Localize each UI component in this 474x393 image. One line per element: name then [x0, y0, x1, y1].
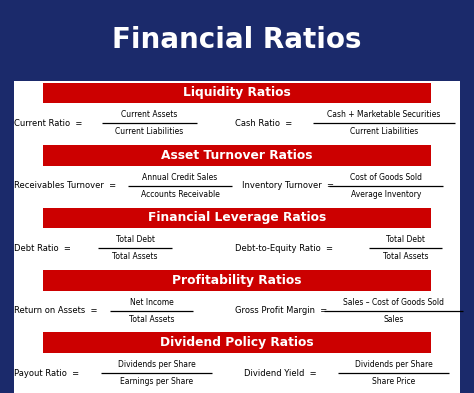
FancyBboxPatch shape: [43, 145, 431, 166]
Text: Average Inventory: Average Inventory: [351, 190, 421, 199]
Text: Total Debt: Total Debt: [386, 235, 425, 244]
FancyBboxPatch shape: [43, 332, 431, 353]
Text: Current Liabilities: Current Liabilities: [350, 127, 418, 136]
Text: Annual Credit Sales: Annual Credit Sales: [143, 173, 218, 182]
Text: Dividend Policy Ratios: Dividend Policy Ratios: [160, 336, 314, 349]
Text: Total Debt: Total Debt: [116, 235, 155, 244]
Text: Debt-to-Equity Ratio  =: Debt-to-Equity Ratio =: [235, 244, 333, 253]
Text: Current Ratio  =: Current Ratio =: [14, 119, 82, 128]
Text: Return on Assets  =: Return on Assets =: [14, 306, 98, 315]
Text: Inventory Turnover  =: Inventory Turnover =: [242, 181, 334, 190]
Text: Financial Leverage Ratios: Financial Leverage Ratios: [148, 211, 326, 224]
FancyBboxPatch shape: [0, 0, 474, 81]
Text: Total Assets: Total Assets: [383, 252, 428, 261]
Text: Payout Ratio  =: Payout Ratio =: [14, 369, 79, 378]
FancyBboxPatch shape: [43, 208, 431, 228]
Text: Receivables Turnover  =: Receivables Turnover =: [14, 181, 116, 190]
Text: Cost of Goods Sold: Cost of Goods Sold: [350, 173, 422, 182]
Text: Sales – Cost of Goods Sold: Sales – Cost of Goods Sold: [343, 298, 444, 307]
FancyBboxPatch shape: [43, 270, 431, 291]
Text: Asset Turnover Ratios: Asset Turnover Ratios: [161, 149, 313, 162]
Text: Sales: Sales: [383, 315, 403, 324]
Text: Net Income: Net Income: [130, 298, 173, 307]
Text: Current Assets: Current Assets: [121, 110, 177, 119]
Text: Cash Ratio  =: Cash Ratio =: [235, 119, 292, 128]
Text: Profitability Ratios: Profitability Ratios: [172, 274, 302, 287]
Text: Accounts Receivable: Accounts Receivable: [141, 190, 219, 199]
Text: Earnings per Share: Earnings per Share: [120, 377, 193, 386]
Text: Current Liabilities: Current Liabilities: [115, 127, 183, 136]
Text: Debt Ratio  =: Debt Ratio =: [14, 244, 71, 253]
Text: Cash + Marketable Securities: Cash + Marketable Securities: [327, 110, 441, 119]
Text: Dividends per Share: Dividends per Share: [118, 360, 195, 369]
Text: Gross Profit Margin  =: Gross Profit Margin =: [235, 306, 327, 315]
FancyBboxPatch shape: [43, 83, 431, 103]
Text: Total Assets: Total Assets: [112, 252, 158, 261]
Text: Share Price: Share Price: [372, 377, 415, 386]
Text: Dividends per Share: Dividends per Share: [355, 360, 432, 369]
Text: Liquidity Ratios: Liquidity Ratios: [183, 86, 291, 99]
FancyBboxPatch shape: [14, 81, 460, 393]
Text: Total Assets: Total Assets: [129, 315, 174, 324]
Text: Dividend Yield  =: Dividend Yield =: [244, 369, 317, 378]
Text: Financial Ratios: Financial Ratios: [112, 26, 362, 54]
